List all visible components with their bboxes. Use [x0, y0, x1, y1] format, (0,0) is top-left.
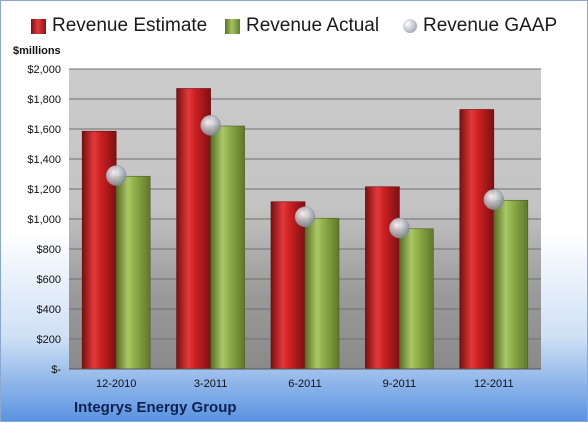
legend-item-actual: Revenue Actual	[225, 15, 379, 37]
bar-revenue-actual	[115, 175, 151, 370]
legend-swatch-actual	[225, 18, 240, 34]
y-tick-label: $-	[51, 364, 61, 376]
marker-revenue-gaap	[105, 165, 127, 186]
bar-revenue-actual	[399, 228, 434, 370]
x-tick-label: 12-2010	[96, 378, 136, 390]
y-tick-label: $1,200	[27, 184, 61, 196]
chart-legend: Revenue Estimate Revenue Actual Revenue …	[31, 15, 571, 43]
x-tick-label: 12-2011	[474, 378, 514, 390]
legend-item-gaap: Revenue GAAP	[403, 15, 557, 37]
legend-label-gaap: Revenue GAAP	[423, 15, 558, 36]
legend-item-estimate: Revenue Estimate	[31, 15, 207, 37]
y-tick-label: $600	[37, 274, 61, 286]
marker-revenue-gaap	[389, 217, 410, 239]
y-tick-label: $1,800	[27, 94, 61, 106]
bar-revenue-actual	[304, 217, 340, 370]
legend-swatch-estimate	[31, 18, 46, 34]
legend-swatch-gaap	[403, 19, 417, 33]
y-tick-label: $800	[37, 244, 61, 256]
y-tick-label: $1,400	[27, 154, 61, 166]
marker-revenue-gaap	[294, 206, 316, 227]
bar-revenue-estimate	[365, 186, 400, 370]
legend-label-estimate: Revenue Estimate	[52, 15, 208, 36]
y-axis-units-label: $millions	[13, 45, 61, 57]
company-name: Integrys Energy Group	[74, 399, 237, 416]
y-axis-ticks: $- $200 $400 $600 $800 $1,000 $1,200 $1,400 $1,6…	[27, 64, 61, 376]
y-tick-label: $2,000	[27, 64, 61, 76]
bar-revenue-estimate	[459, 109, 495, 370]
marker-revenue-gaap	[483, 189, 505, 210]
y-tick-label: $1,000	[27, 214, 61, 226]
y-tick-label: $400	[37, 304, 61, 316]
x-axis-ticks: 12-2010 3-2011 6-2011 9-2011 12-2011	[96, 378, 514, 390]
legend-label-actual: Revenue Actual	[246, 15, 380, 36]
bar-revenue-estimate	[270, 201, 306, 370]
y-tick-label: $200	[37, 334, 61, 346]
y-tick-label: $1,600	[27, 124, 61, 136]
gaap-markers	[105, 115, 505, 239]
bars	[81, 88, 529, 370]
bar-revenue-actual	[210, 125, 245, 370]
bar-revenue-estimate	[176, 88, 211, 370]
marker-revenue-gaap	[200, 115, 221, 136]
bar-revenue-actual	[493, 199, 529, 370]
x-tick-label: 3-2011	[194, 378, 227, 390]
x-tick-label: 6-2011	[288, 378, 321, 390]
x-tick-label: 9-2011	[383, 378, 416, 390]
